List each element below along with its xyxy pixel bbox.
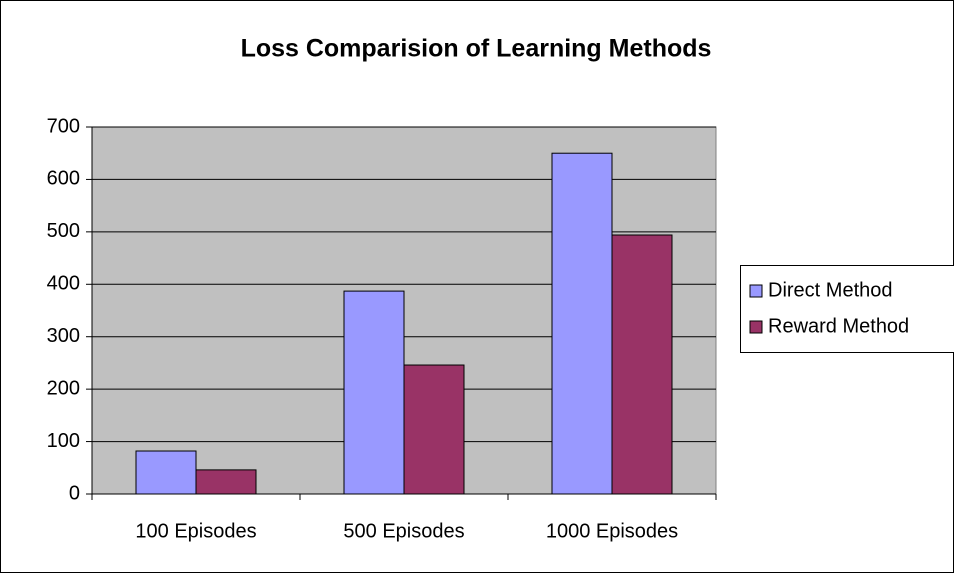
legend-swatch (749, 284, 763, 298)
bar (611, 234, 673, 495)
y-tick-label: 700 (47, 115, 80, 137)
bar (195, 469, 257, 495)
y-tick-label: 600 (47, 168, 80, 190)
y-tick-label: 300 (47, 325, 80, 347)
legend-box (740, 265, 954, 353)
bar (551, 152, 613, 495)
y-tick-label: 200 (47, 377, 80, 399)
legend-label: Direct Method (768, 279, 893, 301)
bar (403, 364, 465, 495)
legend-swatch (749, 320, 763, 334)
bar (135, 450, 197, 495)
chart-title: Loss Comparision of Learning Methods (241, 35, 712, 63)
y-tick-label: 100 (47, 430, 80, 452)
x-tick-label: 500 Episodes (343, 520, 464, 542)
y-tick-label: 400 (47, 273, 80, 295)
x-tick-label: 1000 Episodes (546, 520, 678, 542)
legend-label: Reward Method (768, 315, 909, 337)
x-tick-label: 100 Episodes (135, 520, 256, 542)
bar (343, 290, 405, 495)
y-tick-label: 0 (69, 482, 80, 504)
y-tick-label: 500 (47, 220, 80, 242)
